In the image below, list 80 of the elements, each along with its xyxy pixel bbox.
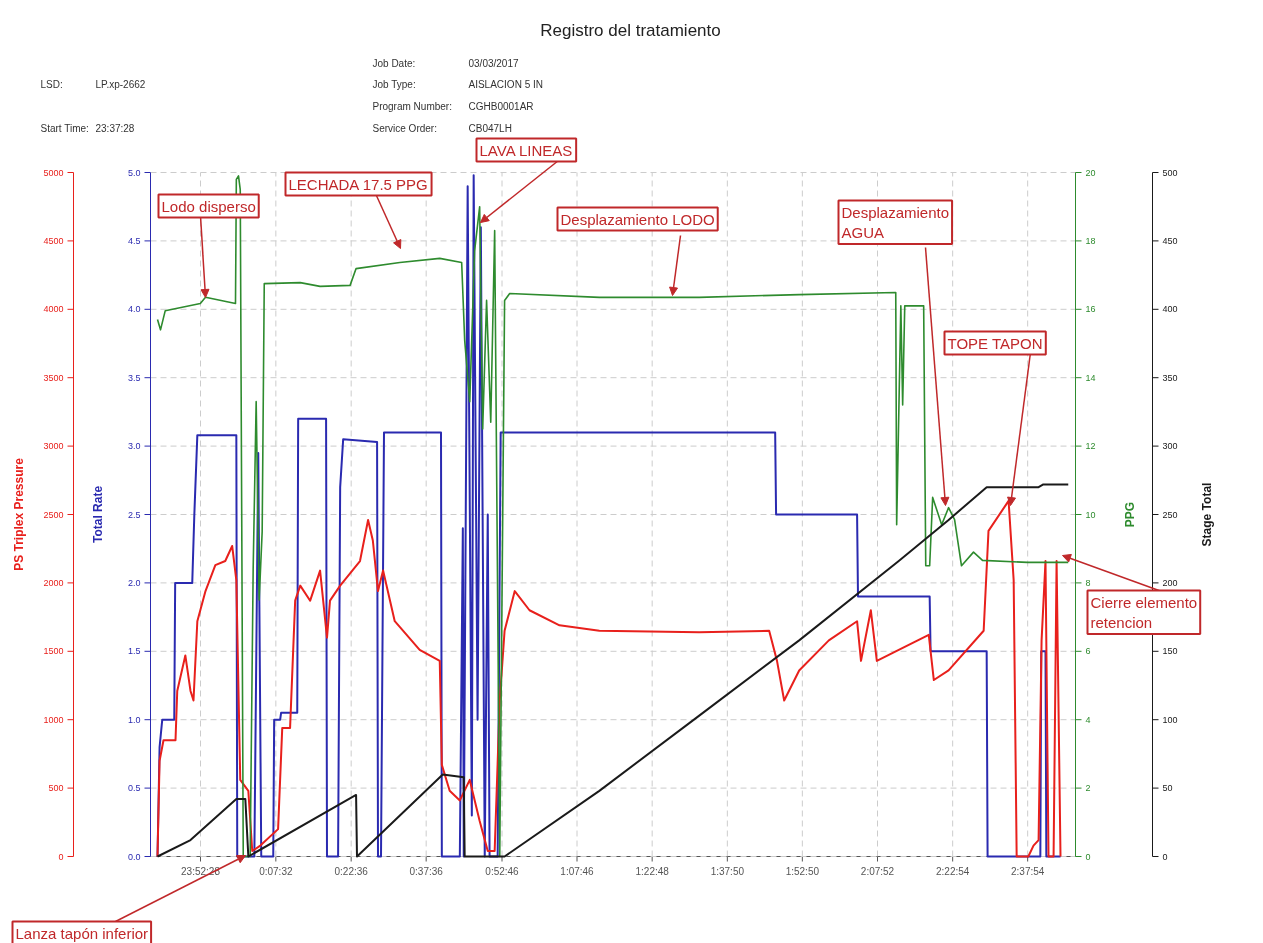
text: Cierre elemento retencion — [1090, 593, 1198, 631]
text: LAVA LINEAS — [479, 141, 573, 159]
y-axis-title: Stage Total — [1199, 482, 1214, 547]
text: Start Time: — [40, 123, 89, 134]
y3-tick-label: 12 — [1085, 441, 1096, 452]
text: 03/03/2017 — [468, 58, 519, 69]
annotation: TOPE TAPON — [947, 334, 1043, 352]
y-tick-label: 5000 — [43, 167, 64, 178]
x-tick-label: 2:07:52 — [860, 865, 895, 877]
y2-tick-label: 1.5 — [127, 646, 141, 657]
y-axis-title: PS Triplex Pressure — [11, 457, 26, 571]
y2-axis-title: Total Rate — [90, 485, 105, 544]
y-tick-label: 0 — [58, 851, 64, 862]
y-tick-label: 100 — [1162, 714, 1178, 725]
y3-tick-label: 2 — [1085, 783, 1091, 794]
text: 23:37:28 — [95, 123, 135, 134]
y3-tick-label: 20 — [1085, 167, 1096, 178]
y2-tick-label: 0.0 — [127, 851, 141, 862]
y-tick-label: 2000 — [43, 577, 64, 588]
y3-tick-label: 4 — [1085, 714, 1091, 725]
text: Service Order: — [372, 123, 437, 134]
annotation: Desplazamiento AGUA — [841, 203, 950, 241]
y-tick-label: 250 — [1162, 509, 1178, 520]
y2-tick-label: 4.0 — [127, 304, 141, 315]
y-tick-label: 50 — [1162, 783, 1173, 794]
y2-tick-label: 3.0 — [127, 441, 141, 452]
y2-tick-label: 2.0 — [127, 577, 141, 588]
y3-axis-title: PPG — [1122, 501, 1137, 528]
x-tick-label: 1:07:46 — [560, 865, 595, 877]
text: Lanza tapón inferior — [15, 924, 149, 942]
x-tick-label: 2:22:54 — [935, 865, 970, 877]
y3-tick-label: 6 — [1085, 646, 1091, 657]
y-tick-label: 4000 — [43, 304, 64, 315]
y-tick-label: 2500 — [43, 509, 64, 520]
y-tick-label: 0 — [1162, 851, 1168, 862]
text: CB047LH — [468, 123, 512, 134]
y3-tick-label: 8 — [1085, 577, 1091, 588]
y-tick-label: 500 — [1162, 167, 1178, 178]
text: Job Type: — [372, 79, 416, 90]
x-tick-label: 0:22:36 — [334, 865, 369, 877]
y-tick-label: 150 — [1162, 646, 1178, 657]
text: CGHB0001AR — [468, 101, 534, 112]
text: Job Date: — [372, 58, 416, 69]
y2-tick-label: 0.5 — [127, 783, 141, 794]
y-tick-label: 500 — [48, 783, 64, 794]
annotation: Desplazamiento LODO — [560, 210, 715, 228]
chart-title: Registro del tratamiento — [540, 21, 721, 40]
y2-tick-label: 5.0 — [127, 167, 141, 178]
x-tick-label: 1:37:50 — [710, 865, 745, 877]
x-tick-label: 2:37:54 — [1010, 865, 1045, 877]
annotation: LECHADA 17.5 PPG — [288, 175, 428, 193]
y-tick-label: 1000 — [43, 714, 64, 725]
x-tick-label: 1:52:50 — [785, 865, 820, 877]
y-tick-label: 450 — [1162, 235, 1178, 246]
text: Program Number: — [372, 101, 452, 112]
y-tick-label: 400 — [1162, 304, 1178, 315]
x-tick-label: 1:22:48 — [635, 865, 670, 877]
y-tick-label: 1500 — [43, 646, 64, 657]
y3-tick-label: 14 — [1085, 372, 1096, 383]
y2-tick-label: 4.5 — [127, 235, 141, 246]
x-tick-label: 0:07:32 — [259, 865, 293, 877]
text: LP.xp-2662 — [95, 79, 146, 90]
y3-tick-label: 18 — [1085, 235, 1096, 246]
y3-tick-label: 10 — [1085, 509, 1096, 520]
text: LSD: — [40, 79, 63, 90]
y3-tick-label: 16 — [1085, 304, 1096, 315]
x-tick-label: 0:52:46 — [485, 865, 520, 877]
y-tick-label: 200 — [1162, 577, 1178, 588]
y-tick-label: 4500 — [43, 235, 64, 246]
y-tick-label: 3000 — [43, 441, 64, 452]
y2-tick-label: 2.5 — [127, 509, 141, 520]
y2-tick-label: 1.0 — [127, 714, 141, 725]
annotation: Lodo disperso — [161, 197, 256, 215]
text: AISLACION 5 IN — [468, 79, 543, 90]
y-tick-label: 350 — [1162, 372, 1178, 383]
y-tick-label: 300 — [1162, 441, 1178, 452]
x-tick-label: 0:37:36 — [409, 865, 444, 877]
y2-tick-label: 3.5 — [127, 372, 141, 383]
y-tick-label: 3500 — [43, 372, 64, 383]
y3-tick-label: 0 — [1085, 851, 1091, 862]
